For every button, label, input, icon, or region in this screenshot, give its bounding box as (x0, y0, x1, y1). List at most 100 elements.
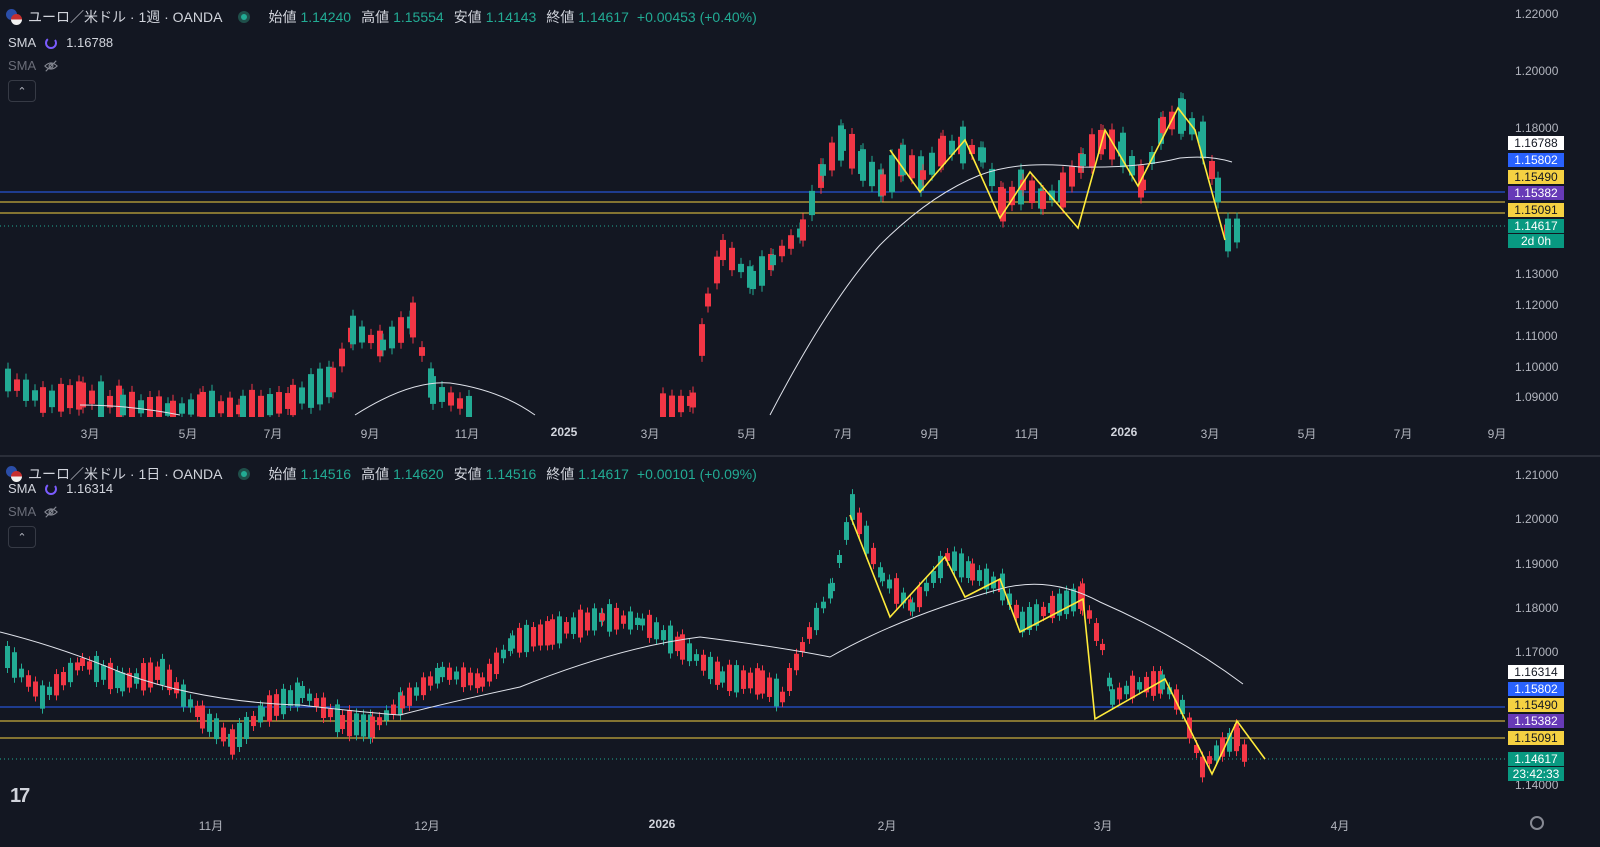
candle-body (435, 667, 440, 684)
candle-body (1087, 610, 1092, 619)
candle-body (1027, 607, 1032, 630)
candle-body (647, 614, 652, 638)
candle-body (880, 572, 885, 582)
candle-body (635, 617, 640, 625)
candle-body (391, 704, 396, 715)
candle-body (347, 710, 352, 737)
candle-body (94, 655, 99, 683)
sma-name: SMA (8, 35, 37, 50)
weekly-symbol-title[interactable]: ユーロ／米ドル · 1週 · OANDA (28, 9, 223, 25)
candle-body (1209, 160, 1215, 180)
pane-divider[interactable] (0, 455, 1600, 457)
sma-indicator-1[interactable]: SMA 1.16788 (8, 35, 113, 50)
candle-body (14, 379, 20, 391)
bar-countdown: 23:42:33 (1508, 767, 1564, 781)
weekly-chart-pane[interactable]: ユーロ／米ドル · 1週 · OANDA 始値 1.14240 高値 1.155… (0, 0, 1600, 455)
candle-body (770, 254, 776, 266)
candle-body (694, 654, 699, 661)
candle-body (141, 663, 146, 691)
candle-body (501, 649, 506, 659)
candle-body (61, 671, 66, 686)
candle-body (788, 235, 794, 249)
sma-value: 1.16314 (66, 481, 114, 496)
candle-body (389, 326, 395, 349)
candle-body (1234, 218, 1240, 243)
candle-body (67, 385, 73, 409)
candle-body (969, 144, 975, 155)
weekly-chart-canvas[interactable] (0, 0, 1600, 455)
price-tag-sma: 1.16314 (1508, 665, 1564, 679)
zigzag-drawing (889, 106, 1226, 241)
candle-body (1140, 179, 1146, 191)
candle-body (1151, 671, 1156, 696)
candle-body (807, 627, 812, 639)
sma-indicator-1[interactable]: SMA 1.16314 (8, 481, 113, 496)
candle-body (1242, 744, 1247, 762)
sma-indicator-2[interactable]: SMA (8, 504, 59, 519)
candle-body (894, 578, 899, 604)
candle-body (1041, 606, 1046, 617)
candle-body (134, 673, 139, 684)
candle-body (924, 582, 929, 592)
candle-body (720, 671, 725, 683)
candle-body (188, 699, 193, 708)
high-value: 1.15554 (393, 9, 444, 25)
candle-body (878, 567, 883, 578)
candle-body (960, 126, 966, 164)
eye-hidden-icon[interactable] (44, 505, 59, 519)
candle-body (687, 643, 692, 662)
candle-body (809, 190, 815, 216)
candle-body (1235, 727, 1240, 747)
change-value: +0.00453 (+0.40%) (636, 9, 757, 25)
candle-body (931, 571, 936, 583)
daily-chart-pane[interactable]: ユーロ／米ドル · 1日 · OANDA 始値 1.14516 高値 1.146… (0, 457, 1600, 847)
price-tick-label: 1.13000 (1515, 267, 1559, 281)
candle-body (307, 693, 312, 701)
tradingview-logo[interactable]: 17 (10, 785, 30, 807)
candle-body (889, 155, 895, 193)
candle-body (230, 729, 235, 755)
candle-body (952, 551, 957, 571)
candle-body (76, 381, 82, 410)
candle-body (1107, 677, 1112, 687)
candle-body (58, 383, 64, 412)
collapse-indicators-button[interactable]: ⌃ (8, 80, 36, 102)
candle-body (155, 666, 160, 680)
daily-symbol-title[interactable]: ユーロ／米ドル · 1日 · OANDA (28, 466, 223, 482)
candle-body (87, 661, 92, 670)
sma-indicator-2[interactable]: SMA (8, 58, 59, 73)
price-tag-l4: 1.15091 (1508, 731, 1564, 745)
candle-body (127, 672, 132, 688)
close-value: 1.14617 (578, 466, 629, 482)
candle-body (354, 713, 359, 736)
gear-icon[interactable] (1530, 816, 1544, 830)
candle-body (244, 716, 249, 740)
candle-body (120, 672, 125, 692)
time-tick-label: 5月 (1297, 427, 1317, 441)
time-tick-label: 3月 (1200, 427, 1220, 441)
open-label: 始値 (268, 466, 297, 482)
candle-body (1020, 611, 1025, 633)
price-tag-sma: 1.16788 (1508, 136, 1564, 150)
daily-candles (5, 489, 1247, 783)
candle-body (101, 665, 106, 680)
price-tick-label: 1.12000 (1515, 298, 1559, 312)
daily-chart-canvas[interactable] (0, 457, 1600, 847)
time-tick-label: 4月 (1330, 819, 1350, 833)
candle-body (236, 404, 242, 415)
candle-body (448, 392, 454, 406)
price-tick-label: 1.22000 (1515, 7, 1559, 21)
candle-body (857, 512, 862, 535)
time-tick-label: 11月 (454, 427, 480, 441)
candle-body (377, 717, 382, 726)
eye-hidden-icon[interactable] (44, 59, 59, 73)
candle-body (258, 395, 264, 417)
candle-body (545, 621, 550, 646)
candle-body (880, 174, 886, 196)
candle-body (165, 403, 171, 416)
collapse-indicators-button[interactable]: ⌃ (8, 526, 36, 548)
candle-body (1034, 604, 1039, 626)
time-tick-label: 2026 (1110, 425, 1138, 439)
price-tag-l3: 1.15382 (1508, 186, 1564, 200)
time-tick-label: 9月 (920, 427, 940, 441)
